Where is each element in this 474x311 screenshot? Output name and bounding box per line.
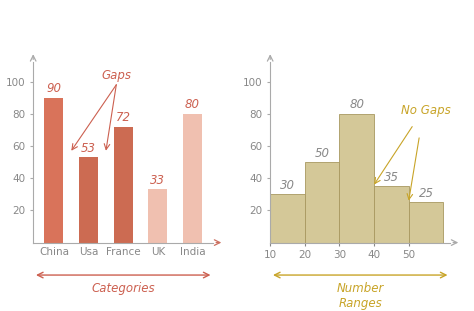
Bar bbox=[148, 189, 167, 243]
Bar bbox=[409, 202, 443, 243]
Text: Categories: Categories bbox=[91, 282, 155, 295]
Text: 72: 72 bbox=[116, 111, 131, 124]
Text: 53: 53 bbox=[81, 142, 96, 155]
Bar bbox=[305, 162, 339, 243]
Bar bbox=[270, 194, 305, 243]
Bar bbox=[114, 127, 133, 243]
Bar bbox=[183, 114, 202, 243]
Text: 30: 30 bbox=[280, 179, 295, 192]
Bar bbox=[339, 114, 374, 243]
Text: 25: 25 bbox=[419, 187, 434, 200]
Text: No Gaps: No Gaps bbox=[401, 104, 451, 117]
Text: 50: 50 bbox=[315, 147, 329, 160]
Bar bbox=[79, 157, 98, 243]
Text: 80: 80 bbox=[349, 98, 365, 111]
Text: 90: 90 bbox=[46, 82, 62, 95]
Text: Number
Ranges: Number Ranges bbox=[337, 282, 384, 310]
Text: 35: 35 bbox=[384, 171, 399, 184]
Bar bbox=[45, 98, 64, 243]
Bar bbox=[374, 186, 409, 243]
Text: Gaps: Gaps bbox=[101, 68, 131, 81]
Text: 33: 33 bbox=[150, 174, 165, 187]
Text: 80: 80 bbox=[185, 98, 200, 111]
